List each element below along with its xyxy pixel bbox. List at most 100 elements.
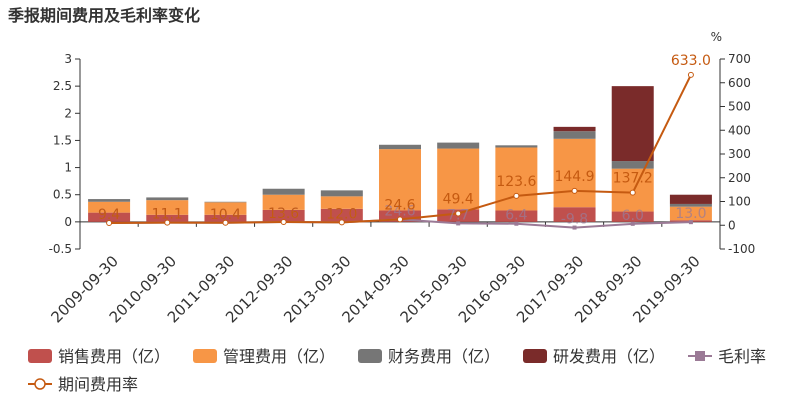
legend-marker (695, 351, 705, 361)
bar-segment (553, 126, 596, 132)
data-label: 12.0 (326, 206, 357, 222)
bar-segment (437, 142, 480, 149)
line-point (687, 71, 694, 78)
data-label: 123.6 (496, 174, 536, 190)
data-label: 137.2 (613, 171, 653, 187)
line-point (630, 221, 635, 226)
y-right-tick-label: 200 (728, 171, 751, 185)
y-left-tick-label: 0.5 (53, 188, 72, 202)
data-label: 144.9 (554, 169, 594, 185)
bar-segment (553, 207, 596, 222)
bar-segment (146, 214, 189, 222)
y-left-tick-label: 2.5 (53, 79, 72, 93)
bar-segment (495, 210, 538, 222)
bar-segment (204, 201, 247, 203)
line-point (514, 221, 519, 226)
data-label: 7.7 (447, 207, 469, 223)
y-right-tick-label: 400 (728, 123, 751, 137)
line-point (572, 225, 577, 230)
line-point (571, 187, 578, 194)
y-right-tick-label: 500 (728, 100, 751, 114)
y-right-tick-label: 0 (728, 218, 736, 232)
y-left-tick-label: 3 (64, 52, 72, 66)
legend-swatch (523, 349, 547, 363)
bar-segment (146, 197, 189, 201)
y-left-tick-label: 0 (64, 215, 72, 229)
bar-segment (320, 190, 363, 197)
line-point (455, 210, 462, 217)
bar-segment (669, 203, 712, 207)
y-left-tick-label: 1.5 (53, 133, 72, 147)
data-label: 10.4 (210, 207, 241, 223)
bar-segment (553, 138, 596, 208)
data-label: 9.4 (98, 207, 120, 223)
line-point (629, 189, 636, 196)
data-label: 13.6 (268, 206, 299, 222)
bar-segment (204, 202, 247, 215)
y-left-tick-label: 2 (64, 106, 72, 120)
bar-segment (669, 194, 712, 204)
data-label: 13.6 (268, 206, 299, 222)
line-point (106, 220, 113, 227)
bar-segment (669, 206, 712, 221)
bar-segment (379, 149, 421, 211)
data-label: 24.6 (384, 197, 415, 213)
data-label: 24.6 (384, 203, 415, 219)
bar-segment (379, 210, 421, 222)
legend-swatch (358, 349, 382, 363)
chart-title: 季报期间费用及毛利率变化 (7, 6, 200, 25)
data-label: -9.8 (561, 212, 588, 228)
y-right-tick-label: -100 (728, 242, 755, 256)
y-left-tick-label: 1 (64, 161, 72, 175)
data-label: 633.0 (671, 53, 711, 69)
y-left-tick-label: -0.5 (49, 242, 72, 256)
legend-label: 管理费用（亿） (223, 347, 335, 366)
bar-segment (379, 144, 421, 150)
legend-marker (34, 378, 46, 390)
bar-segment (88, 201, 131, 213)
legend-label: 毛利率 (718, 347, 766, 366)
bar-segment (262, 188, 305, 195)
bar-segment (204, 214, 247, 222)
legend-label: 财务费用（亿） (388, 347, 500, 366)
lines (106, 71, 694, 230)
line-point (513, 192, 520, 199)
data-labels: 9.4 11.1 10.4 13.6 12.0 24.6 7.7 6.4 -9.8 6.0 13.0… (98, 53, 711, 228)
line-point (280, 219, 287, 226)
legend-label: 期间费用率 (58, 375, 138, 394)
legend-label: 销售费用（亿） (58, 347, 170, 366)
data-label: 11.1 (152, 207, 183, 223)
bar-segment (611, 86, 654, 162)
y-right-tick-label: 300 (728, 147, 751, 161)
data-label: 6.4 (505, 208, 527, 224)
y-right-tick-label: 600 (728, 76, 751, 90)
bars (88, 86, 712, 222)
bar-segment (88, 199, 131, 202)
legend-swatch (193, 349, 217, 363)
bar-segment (320, 196, 363, 209)
line-point (397, 216, 403, 223)
bar-segment (320, 208, 363, 222)
data-label: 10.4 (210, 207, 241, 223)
bar-segment (262, 209, 305, 222)
line-point (222, 219, 229, 226)
line-point (688, 220, 693, 225)
bar-segment (611, 161, 654, 169)
data-label: 11.1 (152, 207, 183, 223)
bar-segment (553, 131, 596, 139)
data-label: 6.0 (622, 208, 644, 224)
y-right-tick-label: 100 (728, 195, 751, 209)
bar-segment (262, 194, 305, 210)
bar-segment (495, 145, 538, 148)
y-right-tick-label: 700 (728, 52, 751, 66)
line-point (456, 221, 461, 226)
data-label: 13.0 (675, 206, 706, 222)
bar-segment (437, 148, 480, 210)
data-label: 12.0 (326, 206, 357, 222)
bar-segment (88, 212, 131, 222)
data-label: 9.4 (98, 207, 120, 223)
legend-label: 研发费用（亿） (553, 347, 665, 366)
bar-segment (146, 200, 189, 215)
data-label: 49.4 (443, 192, 474, 208)
